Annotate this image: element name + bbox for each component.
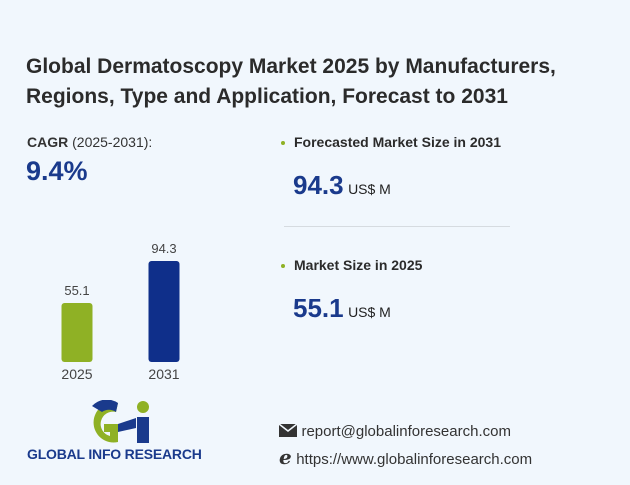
logo-text: GLOBAL INFO RESEARCH — [27, 446, 202, 462]
x-tick-label: 2025 — [61, 366, 92, 382]
cagr-value: 9.4% — [26, 156, 88, 186]
market-2025-value: 55.1 — [293, 293, 344, 323]
cagr-period: (2025-2031): — [72, 134, 153, 150]
website-row: e https://www.globalinforesearch.com — [279, 447, 533, 469]
forecast-unit: US$ M — [348, 181, 391, 197]
bar-2025 — [61, 302, 93, 362]
bar-chart: 55.1 2025 94.3 2031 — [61, 241, 180, 382]
cagr-label: CAGR (2025-2031): — [27, 134, 152, 150]
page-title: Global Dermatoscopy Market 2025 by Manuf… — [26, 55, 556, 108]
bar-2031 — [148, 261, 180, 362]
bullet-icon — [281, 141, 285, 145]
forecast-value: 94.3 — [293, 170, 344, 200]
internet-explorer-icon: e — [279, 445, 292, 469]
email-row: report@globalinforesearch.com — [278, 423, 511, 441]
website-link[interactable]: https://www.globalinforesearch.com — [296, 451, 533, 468]
cagr-label-text: CAGR — [27, 134, 69, 150]
logo-mark-icon — [92, 399, 149, 443]
envelope-icon — [278, 423, 298, 437]
x-tick-label: 2031 — [148, 366, 179, 382]
forecast-label: Forecasted Market Size in 2031 — [294, 134, 501, 150]
divider — [284, 226, 510, 227]
data-label-2025: 55.1 — [64, 283, 89, 298]
forecast-value-row: 94.3 US$ M — [293, 170, 391, 201]
market-2025-label: Market Size in 2025 — [294, 257, 423, 273]
email-link[interactable]: report@globalinforesearch.com — [301, 423, 511, 440]
data-label-2031: 94.3 — [151, 241, 176, 256]
bullet-icon — [281, 264, 285, 268]
market-2025-unit: US$ M — [348, 304, 391, 320]
logo — [80, 399, 155, 450]
market-2025-value-row: 55.1 US$ M — [293, 293, 391, 324]
